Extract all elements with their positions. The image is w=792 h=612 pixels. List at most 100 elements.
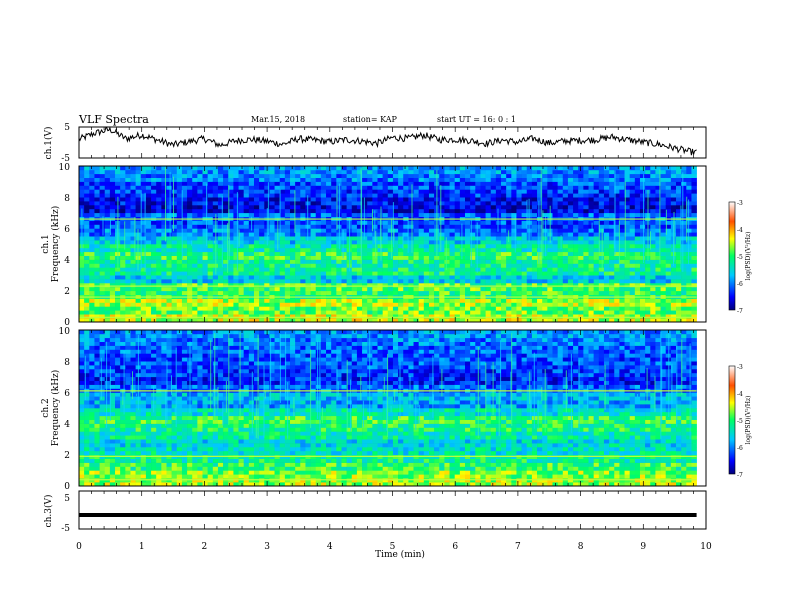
spectrogram-cell	[459, 263, 466, 268]
spectrogram-cell	[145, 169, 152, 175]
spectrogram-cell	[187, 255, 193, 260]
spectrogram-cell	[552, 251, 558, 256]
spectrogram-cell	[434, 267, 440, 272]
spectrogram-cell	[609, 298, 615, 303]
spectrogram-cell	[454, 279, 461, 284]
spectrogram-cell	[341, 177, 347, 182]
spectrogram-cell	[223, 197, 229, 202]
spectrogram-cell	[99, 240, 106, 245]
spectrogram-cell	[598, 298, 605, 303]
spectrogram-cell	[233, 310, 239, 315]
spectrogram-cell	[619, 189, 625, 194]
spectrogram-cell	[428, 286, 435, 292]
spectrogram-cell	[279, 255, 286, 260]
spectrogram-cell	[336, 283, 342, 288]
spectrogram-cell	[187, 244, 193, 249]
spectrogram-cell	[681, 173, 687, 178]
spectrogram-cell	[490, 279, 497, 284]
spectrogram-cell	[217, 201, 224, 206]
spectrogram-cell	[166, 259, 172, 264]
spectrogram-cell	[253, 306, 260, 311]
spectrogram-cell	[655, 169, 661, 175]
spectrogram-cell	[238, 283, 244, 288]
spectrogram-cell	[531, 181, 538, 186]
spectrogram-cell	[223, 208, 229, 214]
spectrogram-cell	[202, 173, 208, 178]
spectrogram-cell	[104, 169, 111, 175]
spectrogram-cell	[454, 220, 461, 225]
spectrogram-cell	[176, 271, 183, 276]
spectrogram-cell	[238, 201, 244, 206]
spectrogram-cell	[284, 259, 291, 264]
spectrogram-cell	[130, 275, 136, 280]
spectrogram-cell	[223, 189, 229, 194]
spectrogram-cell	[619, 267, 625, 272]
spectrogram-cell	[341, 306, 347, 311]
spectrogram-cell	[295, 247, 301, 253]
spectrogram-cell	[315, 185, 322, 190]
spectrogram-cell	[562, 197, 569, 202]
spectrogram-cell	[171, 232, 178, 237]
spectrogram-cell	[629, 267, 636, 272]
spectrogram-cell	[511, 302, 517, 307]
spectrogram-cell	[130, 279, 136, 284]
spectrogram-cell	[151, 185, 157, 190]
spectrogram-cell	[490, 286, 497, 292]
spectrogram-cell	[217, 173, 224, 178]
spectrogram-cell	[253, 189, 260, 194]
spectrogram-cell	[588, 232, 594, 237]
spectrogram-cell	[547, 267, 553, 272]
spectrogram-cell	[418, 189, 425, 194]
spectrogram-cell	[444, 205, 450, 210]
spectrogram-cell	[228, 173, 234, 178]
spectrogram-cell	[490, 208, 497, 214]
spectrogram-cell	[320, 275, 327, 280]
spectrogram-cell	[655, 306, 661, 311]
spectrogram-cell	[619, 185, 625, 190]
spectrogram-cell	[84, 224, 90, 229]
spectrogram-cell	[171, 212, 178, 217]
spectrogram-cell	[341, 224, 347, 229]
spectrogram-cell	[377, 189, 383, 194]
spectrogram-cell	[639, 189, 646, 194]
spectrogram-cell	[109, 189, 116, 194]
spectrogram-cell	[228, 240, 234, 245]
spectrogram-cell	[161, 306, 167, 311]
spectrogram-cell	[681, 244, 687, 249]
spectrogram-cell	[243, 185, 250, 190]
spectrogram-cell	[501, 279, 507, 284]
spectrogram-cell	[202, 290, 208, 295]
spectrogram-cell	[593, 279, 600, 284]
spectrogram-cell	[212, 286, 219, 292]
spectrogram-cell	[531, 240, 538, 245]
spectrogram-cell	[99, 247, 106, 253]
spectrogram-cell	[356, 279, 363, 284]
spectrogram-cell	[465, 302, 471, 307]
spectrogram-cell	[428, 306, 435, 311]
spectrogram-cell	[300, 263, 306, 268]
spectrogram-cell	[387, 205, 394, 210]
spectrogram-cell	[480, 263, 486, 268]
spectrogram-cell	[320, 318, 327, 323]
spectrogram-cell	[660, 212, 667, 217]
spectrogram-cell	[125, 189, 131, 194]
spectrogram-cell	[634, 228, 641, 233]
spectrogram-cell	[655, 177, 661, 182]
spectrogram-cell	[593, 173, 600, 178]
spectrogram-cell	[485, 208, 492, 214]
spectrogram-cell	[655, 267, 661, 272]
spectrogram-cell	[187, 318, 193, 323]
spectrogram-cell	[552, 232, 558, 237]
spectrogram-cell	[187, 286, 193, 292]
spectrogram-cell	[614, 224, 620, 229]
spectrogram-cell	[495, 290, 502, 295]
spectrogram-cell	[583, 267, 589, 272]
spectrogram-cell	[542, 271, 548, 276]
spectrogram-cell	[320, 251, 327, 256]
spectrogram-cell	[423, 259, 430, 264]
spectrogram-cell	[305, 169, 311, 175]
spectrogram-cell	[207, 247, 214, 253]
spectrogram-cell	[639, 279, 646, 284]
spectrogram-cell	[547, 290, 553, 295]
spectrogram-cell	[573, 267, 579, 272]
